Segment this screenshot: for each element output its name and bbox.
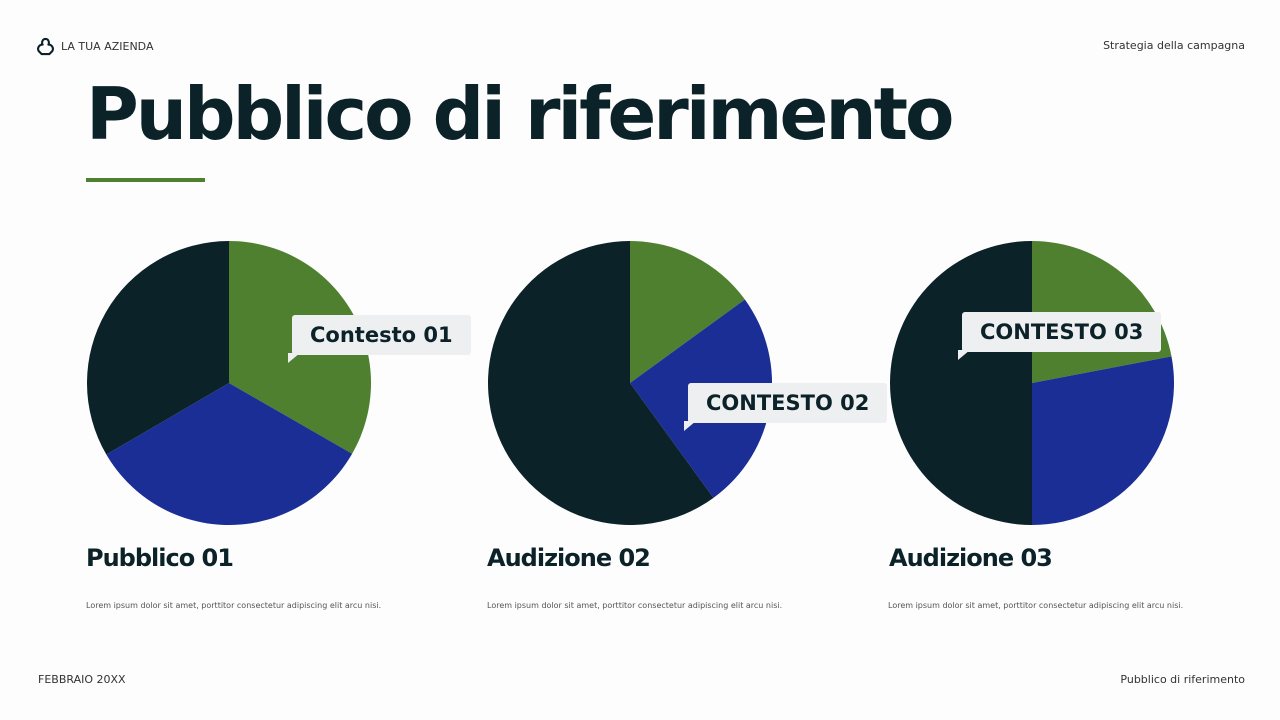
chart-3-description: Lorem ipsum dolor sit amet, porttitor co… <box>888 601 1184 610</box>
callout-2-label: CONTESTO 02 <box>706 391 870 415</box>
pie-3-slice-3 <box>890 241 1032 525</box>
pie-3-slice-2 <box>1032 356 1174 525</box>
pie-2-slice-3 <box>487 241 714 525</box>
pie-chart-3 <box>890 241 1174 525</box>
chart-1-description: Lorem ipsum dolor sit amet, porttitor co… <box>86 601 382 610</box>
chart-2-description: Lorem ipsum dolor sit amet, porttitor co… <box>487 601 783 610</box>
pie-chart-1 <box>87 241 371 525</box>
trefoil-logo-icon <box>37 37 54 56</box>
page-title: Pubblico di riferimento <box>86 72 954 156</box>
section-name: Strategia della campagna <box>1103 39 1245 52</box>
company-logo: LA TUA AZIENDA <box>36 37 153 56</box>
callout-3-label: CONTESTO 03 <box>980 320 1144 344</box>
callout-1-label: Contesto 01 <box>310 323 453 347</box>
title-underline <box>86 178 205 182</box>
pie-1-slice-2 <box>106 383 353 525</box>
pie-2-slice-1 <box>630 241 745 383</box>
callout-3: CONTESTO 03 <box>958 312 1162 360</box>
footer-page-title: Pubblico di riferimento <box>1120 673 1245 686</box>
chart-3-title: Audizione 03 <box>889 544 1053 572</box>
company-name: LA TUA AZIENDA <box>61 40 154 53</box>
chart-2-title: Audizione 02 <box>487 544 651 572</box>
callout-2: CONTESTO 02 <box>684 383 888 431</box>
callout-1: Contesto 01 <box>288 315 471 363</box>
pie-1-slice-3 <box>87 241 229 455</box>
footer-date: FEBBRAIO 20XX <box>38 673 126 686</box>
chart-1-title: Pubblico 01 <box>86 544 234 572</box>
